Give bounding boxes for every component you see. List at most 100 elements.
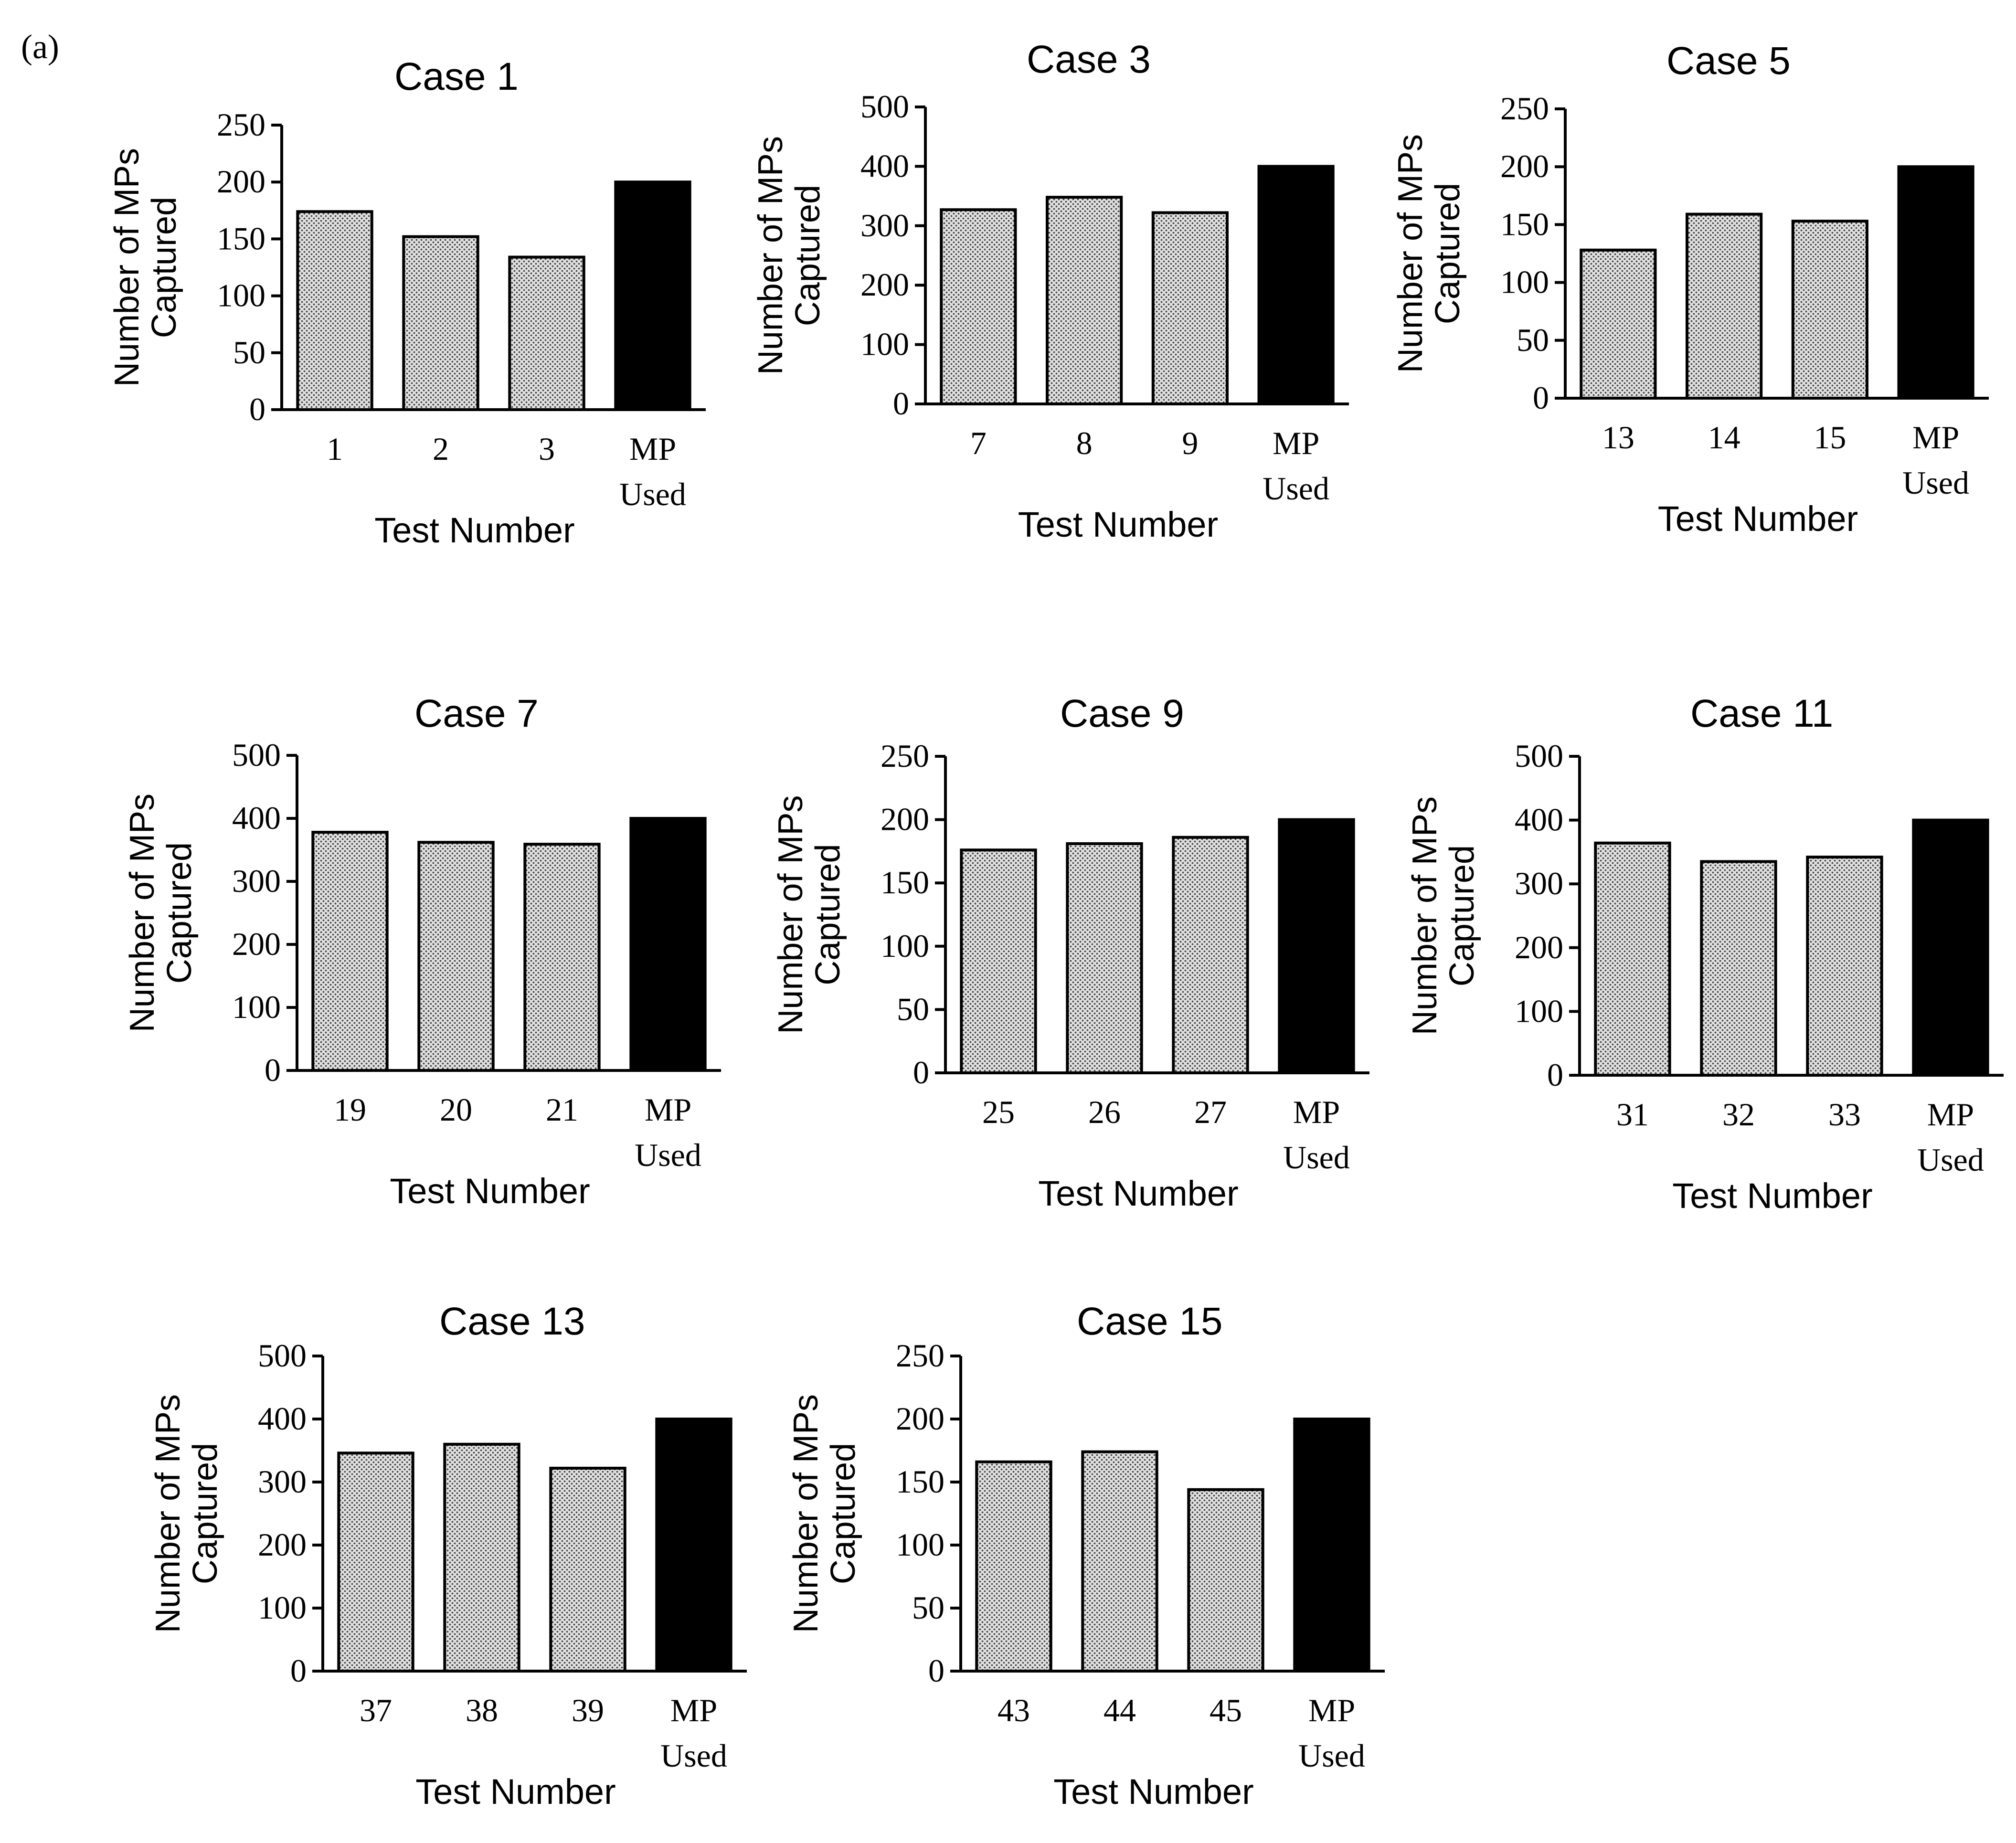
x-tick-label: 26 bbox=[1088, 1094, 1121, 1130]
bar-test bbox=[296, 210, 373, 411]
x-tick-label: MP Used bbox=[1263, 425, 1329, 507]
x-tick-label-line: 44 bbox=[1103, 1692, 1136, 1728]
chart-case-1: Case 1 0 50 100 150 200 250 Number of MPsCaptur… bbox=[108, 55, 706, 550]
chart-case-2: Case 3 0 100 200 300 400 500 Number of MPsCaptu… bbox=[752, 38, 1349, 544]
y-axis-label: Number of MPsCaptured bbox=[108, 148, 183, 387]
y-tick-label: 50 bbox=[233, 334, 265, 371]
y-tick-label: 200 bbox=[1500, 148, 1549, 184]
x-tick-label: MP Used bbox=[1283, 1094, 1350, 1176]
x-axis-label: Test Number bbox=[1038, 1174, 1238, 1213]
x-tick-label-line: 21 bbox=[546, 1091, 578, 1128]
bar-test bbox=[975, 1460, 1052, 1673]
x-tick-label: 7 bbox=[970, 425, 987, 461]
y-tick-label: 250 bbox=[896, 1337, 944, 1374]
y-axis-label-line: Number of MPs bbox=[752, 136, 790, 375]
x-tick-label-line: Used bbox=[619, 476, 686, 512]
bar-mp-used bbox=[655, 1418, 732, 1673]
x-axis-label: Test Number bbox=[374, 510, 574, 550]
y-axis-label-line: Number of MPs bbox=[787, 1394, 825, 1633]
y-axis-label: Number of MPsCaptured bbox=[1391, 134, 1467, 373]
chart-case-3: Case 5 0 50 100 150 200 250 Number of MPsCaptur… bbox=[1391, 39, 1989, 539]
chart-case-5: Case 9 0 50 100 150 200 250 Number of MPsCaptur… bbox=[772, 692, 1369, 1213]
chart-title: Case 15 bbox=[1077, 1300, 1222, 1343]
x-tick-label: 9 bbox=[1182, 425, 1198, 461]
y-axis-label-line: Captured bbox=[1443, 845, 1481, 986]
bar-test bbox=[508, 255, 585, 411]
x-tick-label-line: 31 bbox=[1616, 1096, 1649, 1133]
y-axis-label-line: Captured bbox=[809, 844, 847, 985]
y-tick-label: 200 bbox=[881, 801, 929, 837]
y-tick-label: 200 bbox=[232, 926, 281, 962]
y-axis-label-line: Captured bbox=[824, 1443, 862, 1584]
x-tick-label-line: 38 bbox=[466, 1692, 498, 1728]
x-tick-label-line: 37 bbox=[360, 1692, 392, 1728]
x-tick-label-line: Used bbox=[1902, 465, 1969, 501]
x-tick-label-line: 45 bbox=[1210, 1692, 1242, 1728]
y-tick-label: 100 bbox=[1500, 264, 1549, 300]
y-tick-label: 50 bbox=[912, 1589, 944, 1626]
y-tick-label: 0 bbox=[249, 391, 265, 427]
y-tick-label: 400 bbox=[258, 1400, 307, 1437]
x-tick-label-line: 2 bbox=[433, 431, 449, 467]
y-tick-label: 150 bbox=[896, 1463, 944, 1500]
x-tick-label-line: MP bbox=[629, 431, 676, 467]
x-axis-label: Test Number bbox=[1053, 1772, 1253, 1811]
bar-test bbox=[523, 843, 601, 1072]
bar-test bbox=[1686, 212, 1763, 400]
y-tick-label: 100 bbox=[217, 277, 265, 314]
x-tick-label-line: 19 bbox=[334, 1091, 366, 1128]
y-tick-label: 500 bbox=[1515, 738, 1563, 774]
chart-title: Case 7 bbox=[414, 692, 539, 735]
bar-mp-used bbox=[1257, 165, 1335, 405]
y-tick-label: 100 bbox=[258, 1589, 307, 1626]
y-axis-label: Number of MPsCaptured bbox=[149, 1394, 224, 1633]
chart-title: Case 5 bbox=[1666, 39, 1791, 83]
y-axis-label: Number of MPsCaptured bbox=[123, 794, 199, 1032]
y-axis-label-line: Captured bbox=[1429, 183, 1467, 324]
bar-test bbox=[417, 841, 495, 1072]
y-tick-label: 200 bbox=[896, 1400, 944, 1437]
x-tick-label: 25 bbox=[982, 1094, 1015, 1130]
x-tick-label: 31 bbox=[1616, 1096, 1649, 1133]
y-tick-label: 0 bbox=[913, 1054, 929, 1091]
y-tick-label: 50 bbox=[897, 991, 929, 1027]
x-tick-label-line: 39 bbox=[572, 1692, 604, 1728]
x-tick-label: 39 bbox=[572, 1692, 604, 1728]
y-axis-label-line: Number of MPs bbox=[772, 795, 810, 1034]
x-tick-label-line: MP bbox=[670, 1692, 717, 1728]
bar-mp-used bbox=[614, 180, 691, 411]
y-tick-label: 0 bbox=[290, 1652, 307, 1689]
y-tick-label: 0 bbox=[1547, 1057, 1563, 1093]
bar-test bbox=[443, 1442, 520, 1673]
bar-test bbox=[1066, 842, 1143, 1075]
chart-case-7: Case 13 0 100 200 300 400 500 Number of MPsCapt… bbox=[149, 1300, 747, 1811]
bar-test bbox=[337, 1451, 414, 1673]
x-tick-label-line: 9 bbox=[1182, 425, 1198, 461]
chart-title: Case 9 bbox=[1060, 692, 1184, 735]
y-tick-label: 100 bbox=[896, 1526, 944, 1563]
y-tick-label: 300 bbox=[860, 207, 909, 244]
x-tick-label: 43 bbox=[997, 1692, 1030, 1728]
bar-test bbox=[1187, 1488, 1264, 1673]
y-tick-label: 500 bbox=[258, 1337, 307, 1374]
x-tick-label-line: 25 bbox=[982, 1094, 1015, 1130]
bar-test bbox=[1046, 196, 1123, 405]
bar-test bbox=[1172, 836, 1249, 1075]
bar-mp-used bbox=[1278, 818, 1355, 1074]
y-tick-label: 250 bbox=[217, 106, 265, 143]
x-tick-label-line: 20 bbox=[440, 1091, 472, 1128]
y-axis-label: Number of MPsCaptured bbox=[772, 795, 847, 1034]
y-tick-label: 200 bbox=[258, 1526, 307, 1563]
y-tick-label: 100 bbox=[881, 928, 929, 964]
x-tick-label: 19 bbox=[334, 1091, 366, 1128]
x-tick-label: MP Used bbox=[660, 1692, 727, 1774]
y-tick-label: 500 bbox=[860, 88, 909, 125]
y-axis-label-line: Number of MPs bbox=[149, 1394, 187, 1633]
y-axis-label-line: Number of MPs bbox=[108, 148, 146, 387]
chart-case-6: Case 11 0 100 200 300 400 500 Number of MPsCapt… bbox=[1406, 692, 2004, 1216]
y-axis-label-line: Number of MPs bbox=[1406, 796, 1444, 1035]
x-tick-label: 8 bbox=[1076, 425, 1093, 461]
y-tick-label: 250 bbox=[881, 738, 929, 774]
